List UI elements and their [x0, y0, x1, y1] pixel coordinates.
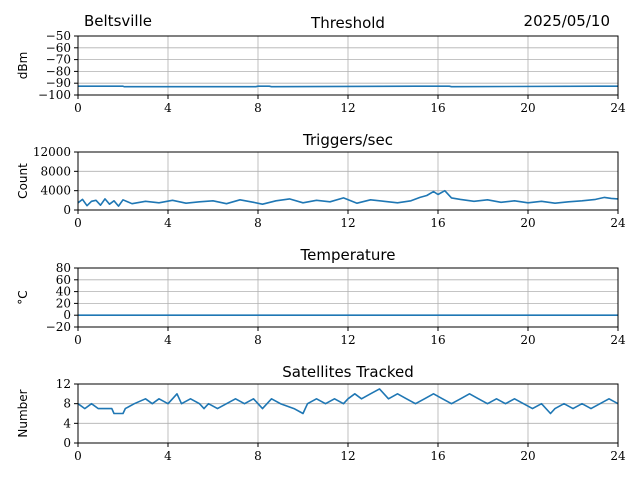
y-tick-label: 0	[63, 308, 71, 322]
y-tick-label: −90	[46, 76, 71, 90]
x-tick-label: 20	[520, 216, 535, 230]
x-tick-label: 20	[520, 333, 535, 347]
series-line-1	[77, 388, 619, 415]
chart-title: Satellites Tracked	[282, 363, 413, 381]
chart-panel-1: 0 4 8 12 16 20 24 −100−90−80−70−60−50 Threshold d…	[16, 14, 626, 115]
x-tick-label: 8	[254, 333, 262, 347]
x-tick-label: 20	[520, 449, 535, 463]
y-tick-label: 80	[56, 261, 71, 275]
y-tick-label: 12000	[33, 145, 71, 159]
x-tick-label: 4	[164, 449, 172, 463]
x-tick-label: 24	[610, 216, 626, 230]
x-tick-label: 8	[254, 101, 262, 115]
x-tick-label: 4	[164, 101, 172, 115]
chart-title: Temperature	[299, 246, 395, 264]
chart-panel-2: 0 4 8 12 16 20 24 0 4000 8000 12000 Triggers/sec Cou…	[16, 131, 626, 230]
x-tick-label: 8	[254, 449, 262, 463]
y-tick-label: −80	[46, 64, 71, 78]
x-tick-label: 16	[430, 333, 445, 347]
x-tick-label: 20	[520, 101, 535, 115]
station-name: Beltsville	[84, 12, 152, 30]
x-tick-label: 4	[164, 333, 172, 347]
x-tick-label: 0	[74, 101, 82, 115]
y-tick-label: 0	[63, 203, 71, 217]
y-axis-label: Count	[16, 163, 30, 199]
x-tick-label: 16	[430, 216, 445, 230]
y-axis-label: °C	[16, 290, 30, 304]
y-axis-label: dBm	[16, 52, 30, 80]
x-tick-label: 16	[430, 449, 445, 463]
chart-panel-4: 0 4 8 12 16 20 24 0 4 8 12 Satellites Tracked Number	[16, 363, 626, 463]
x-tick-label: 24	[610, 449, 626, 463]
y-tick-label: 40	[56, 285, 71, 299]
y-tick-label: 8	[63, 397, 71, 411]
y-tick-label: −100	[38, 88, 71, 102]
y-tick-label: 4	[63, 416, 71, 430]
y-tick-label: 12	[56, 377, 71, 391]
y-tick-label: 60	[56, 273, 71, 287]
x-tick-label: 12	[340, 449, 355, 463]
x-tick-label: 0	[74, 449, 82, 463]
y-tick-label: −20	[46, 320, 71, 334]
x-tick-label: 8	[254, 216, 262, 230]
x-tick-label: 12	[340, 333, 355, 347]
y-tick-label: 0	[63, 436, 71, 450]
x-tick-label: 0	[74, 333, 82, 347]
y-tick-label: −70	[46, 53, 71, 67]
y-tick-label: 20	[56, 296, 71, 310]
x-tick-label: 0	[74, 216, 82, 230]
x-tick-label: 24	[610, 333, 626, 347]
date-label: 2025/05/10	[523, 12, 610, 30]
series-line-1	[78, 85, 618, 88]
chart-title: Threshold	[310, 14, 385, 32]
y-axis-label: Number	[16, 389, 30, 437]
chart-title: Triggers/sec	[302, 131, 393, 149]
y-tick-label: −50	[46, 29, 71, 43]
y-tick-label: 4000	[40, 184, 71, 198]
series-line-1	[77, 189, 619, 207]
y-tick-label: 8000	[40, 164, 71, 178]
x-tick-label: 16	[430, 101, 445, 115]
y-tick-label: −60	[46, 41, 71, 55]
x-tick-label: 12	[340, 101, 355, 115]
x-tick-label: 12	[340, 216, 355, 230]
x-tick-label: 4	[164, 216, 172, 230]
x-tick-label: 24	[610, 101, 626, 115]
